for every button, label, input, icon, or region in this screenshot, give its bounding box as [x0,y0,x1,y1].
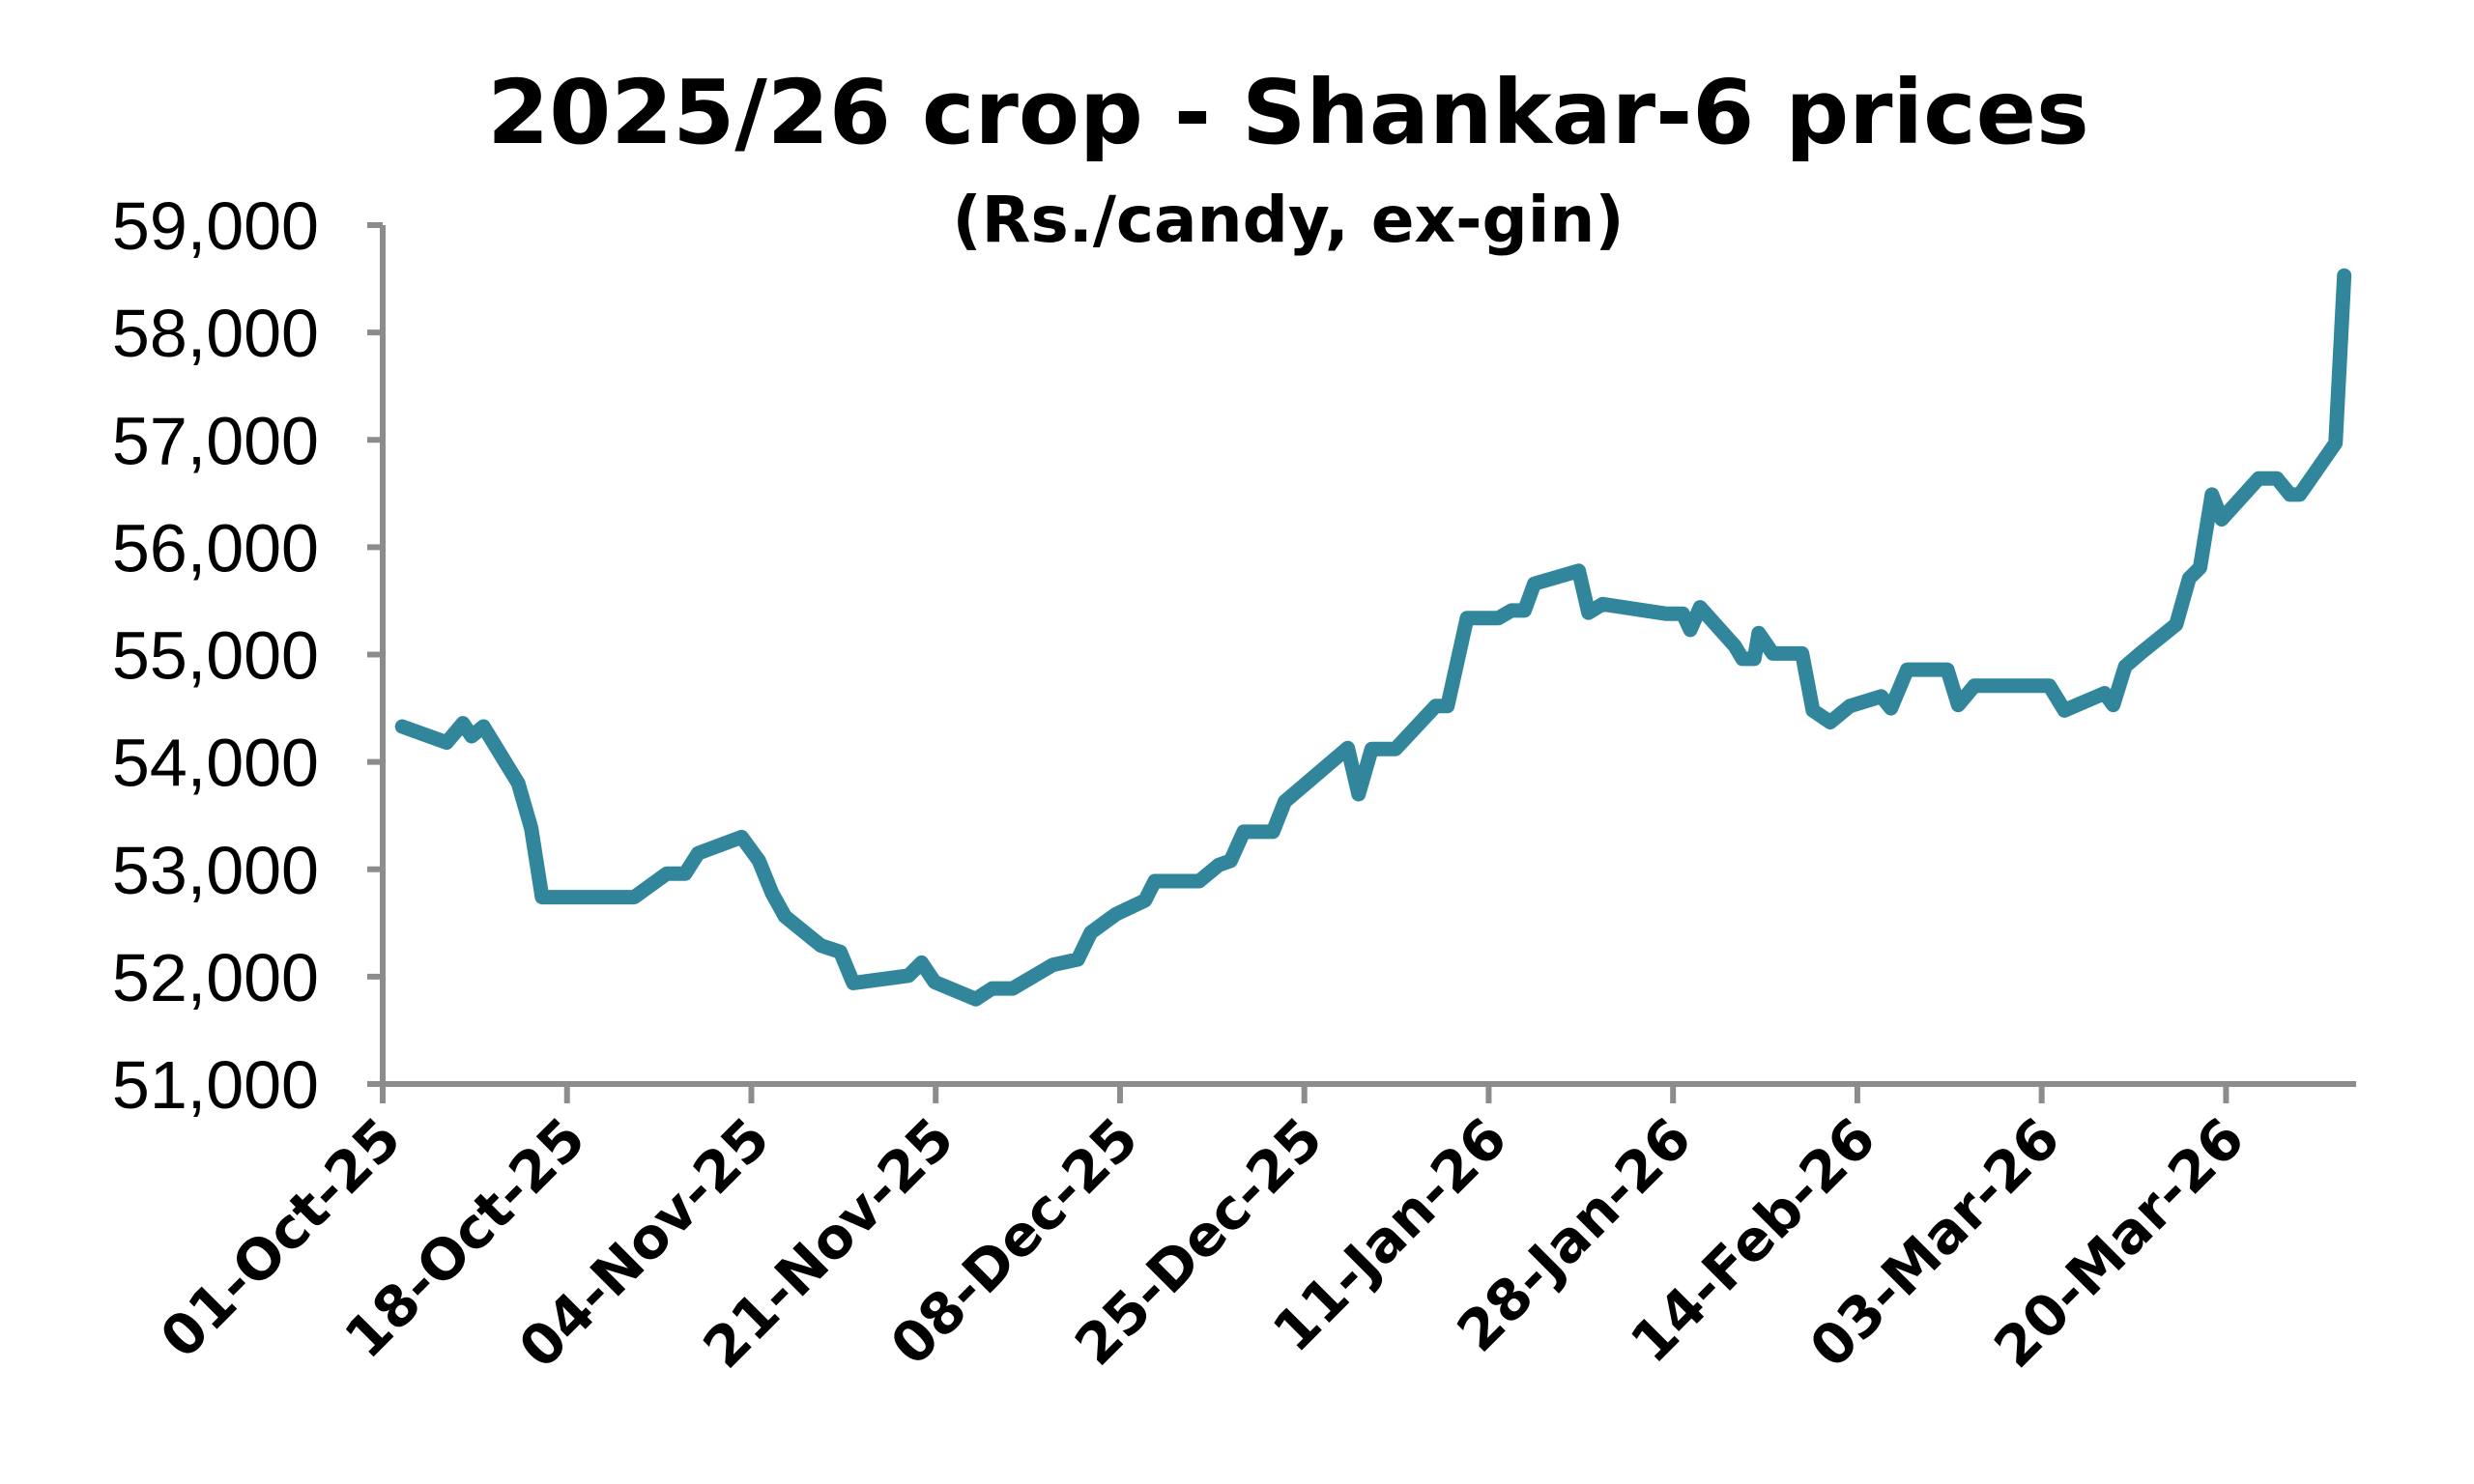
y-tick-label: 58,000 [112,296,319,371]
y-tick-label: 57,000 [112,403,319,478]
y-axis-labels: 51,000 52,000 53,000 54,000 55,000 56,000 57,0… [112,188,319,1123]
y-tick-label: 53,000 [112,833,319,908]
chart-subtitle: (Rs./candy, ex-gin) [952,183,1624,257]
series-line-shankar-6 [394,268,2352,1007]
y-tick-label: 54,000 [112,726,319,801]
series-layer [394,268,2352,1007]
y-tick-label: 55,000 [112,618,319,694]
chart-title: 2025/26 crop - Shankar-6 prices [487,61,2089,164]
y-tick-label: 59,000 [112,188,319,264]
x-axis-labels: 01-Oct-2518-Oct-2504-Nov-2521-Nov-2508-D… [148,1105,2257,1382]
y-tick-label: 52,000 [112,940,319,1015]
y-tick-label: 56,000 [112,510,319,585]
axes [367,222,2357,1103]
y-tick-label: 51,000 [112,1047,319,1123]
